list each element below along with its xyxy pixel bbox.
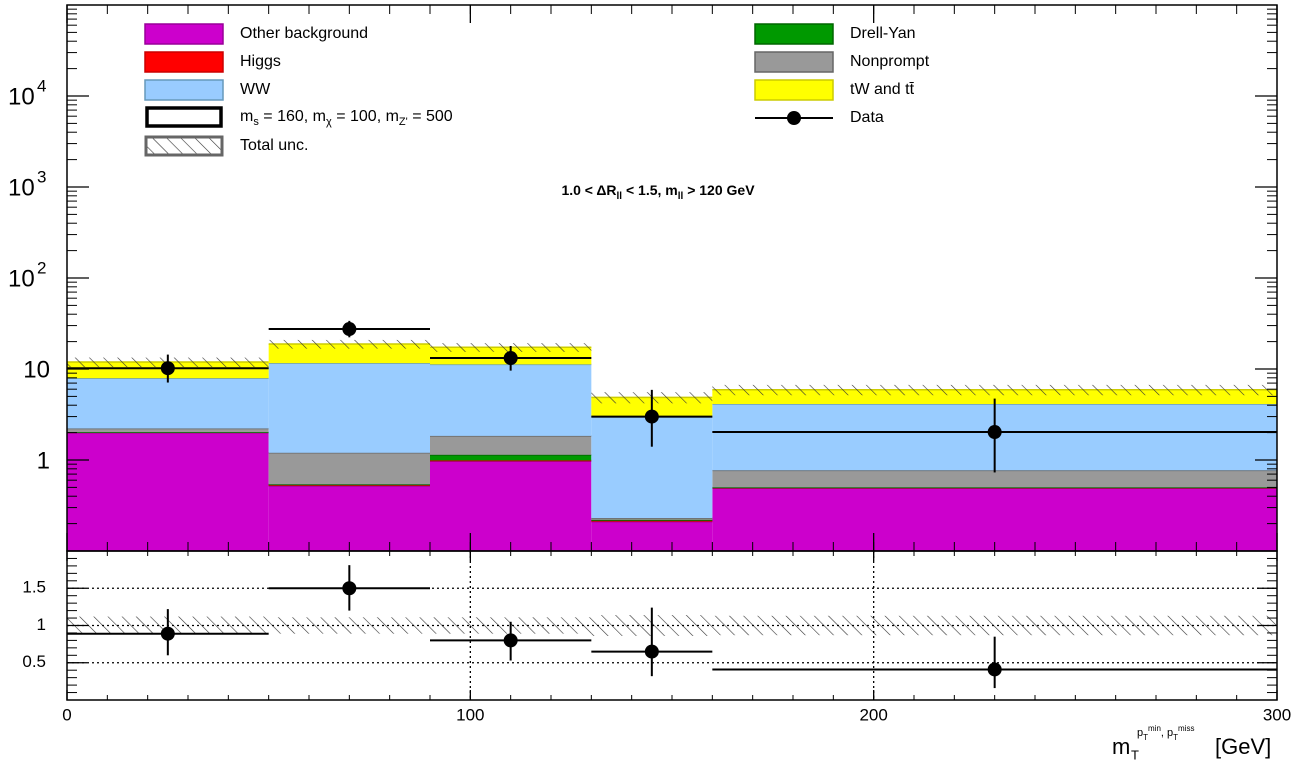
x-axis-label-sup-part: , p bbox=[1161, 727, 1173, 739]
stack-bar bbox=[67, 378, 269, 429]
stack-bar bbox=[430, 364, 592, 436]
y-tick-exponent: 2 bbox=[37, 258, 46, 277]
data-point bbox=[160, 361, 175, 376]
y-tick-label: 10 bbox=[8, 83, 35, 110]
stack-bar bbox=[268, 485, 430, 551]
data-point bbox=[342, 581, 357, 596]
x-axis-label: T bbox=[1131, 747, 1139, 762]
annotation-part: < 1.5, m bbox=[622, 182, 678, 198]
ratio-unc-band bbox=[268, 617, 430, 634]
legend-label: Drell-Yan bbox=[850, 25, 916, 42]
stack-bar bbox=[67, 432, 269, 551]
annotation-part: 1.0 < ΔR bbox=[561, 182, 616, 198]
legend-label: WW bbox=[240, 81, 271, 98]
legend-label: Total unc. bbox=[240, 137, 308, 154]
legend-label-part: = 160, m bbox=[259, 108, 326, 125]
stack-bar bbox=[712, 488, 1277, 551]
legend-label: ms = 160, mχ = 100, mZ' = 500 bbox=[240, 108, 453, 128]
stack-bar bbox=[268, 363, 430, 453]
legend-swatch bbox=[754, 51, 834, 73]
stack-bar bbox=[430, 461, 592, 551]
ratio-y-tick-label: 1.5 bbox=[22, 578, 46, 597]
x-axis-label-sup: pTmin, pTmiss bbox=[1137, 724, 1194, 742]
x-axis-label-sup-part: miss bbox=[1178, 724, 1194, 733]
legend-swatch bbox=[144, 51, 224, 73]
unc-band bbox=[268, 339, 430, 349]
legend-label: Other background bbox=[240, 25, 368, 42]
ratio-y-tick-label: 1 bbox=[37, 615, 46, 634]
stack-bar bbox=[430, 435, 592, 455]
legend-label-part: = 100, m bbox=[332, 108, 399, 125]
y-tick-label: 10 bbox=[8, 265, 35, 292]
x-tick-label: 0 bbox=[62, 705, 71, 724]
annotation-part: > 120 GeV bbox=[683, 182, 755, 198]
stack-bar bbox=[67, 428, 269, 433]
ratio-y-tick-label: 0.5 bbox=[22, 652, 46, 671]
legend-label: Nonprompt bbox=[850, 53, 930, 70]
legend-label-part: = 500 bbox=[408, 108, 453, 125]
y-tick-label: 10 bbox=[23, 356, 50, 383]
data-point bbox=[342, 322, 357, 337]
legend-label-part: χ bbox=[326, 116, 332, 128]
stack-bar bbox=[712, 470, 1277, 488]
legend-label: Data bbox=[850, 109, 884, 126]
x-tick-label: 300 bbox=[1263, 705, 1291, 724]
x-axis-label: [GeV] bbox=[1215, 734, 1271, 759]
x-axis-label-sup-part: p bbox=[1137, 727, 1143, 739]
stack-bar bbox=[268, 452, 430, 485]
legend-swatch bbox=[144, 23, 224, 45]
stack-bar bbox=[591, 521, 713, 551]
legend-label-part: m bbox=[240, 108, 253, 125]
legend-swatch bbox=[144, 79, 224, 101]
legend-label: tW and tt̄ bbox=[850, 81, 915, 98]
stack-bar bbox=[430, 454, 592, 461]
legend-swatch bbox=[754, 79, 834, 101]
data-point bbox=[644, 409, 659, 424]
x-axis-label-sup-part: min bbox=[1148, 724, 1161, 733]
legend-label-part: Z' bbox=[399, 116, 408, 128]
annotation: 1.0 < ΔRll < 1.5, mll > 120 GeV bbox=[561, 182, 755, 202]
legend-swatch bbox=[144, 135, 224, 157]
stack-bar bbox=[268, 344, 430, 364]
x-axis-label: m bbox=[1112, 734, 1130, 759]
y-tick-exponent: 3 bbox=[37, 167, 46, 186]
x-axis-label-sup-part: T bbox=[1173, 733, 1178, 742]
y-tick-label: 1 bbox=[37, 447, 50, 474]
annotation-part: ll bbox=[617, 191, 623, 202]
legend-swatch bbox=[787, 111, 801, 125]
x-tick-label: 200 bbox=[859, 705, 887, 724]
data-point bbox=[503, 633, 518, 648]
data-point bbox=[503, 351, 518, 366]
annotation-part: ll bbox=[678, 191, 684, 202]
legend-label-part: s bbox=[253, 116, 259, 128]
stack-bar bbox=[591, 518, 713, 520]
unc-band bbox=[712, 384, 1277, 396]
data-point bbox=[987, 662, 1002, 677]
legend-swatch bbox=[754, 23, 834, 45]
y-tick-exponent: 4 bbox=[37, 76, 46, 95]
data-point bbox=[644, 644, 659, 659]
ratio-unc-band bbox=[712, 615, 1277, 636]
y-tick-label: 10 bbox=[8, 174, 35, 201]
x-axis-label-sup-part: T bbox=[1143, 733, 1148, 742]
legend-label: Higgs bbox=[240, 53, 281, 70]
x-tick-label: 100 bbox=[456, 705, 484, 724]
legend-swatch bbox=[145, 106, 223, 128]
data-point bbox=[160, 626, 175, 641]
data-point bbox=[987, 425, 1002, 440]
